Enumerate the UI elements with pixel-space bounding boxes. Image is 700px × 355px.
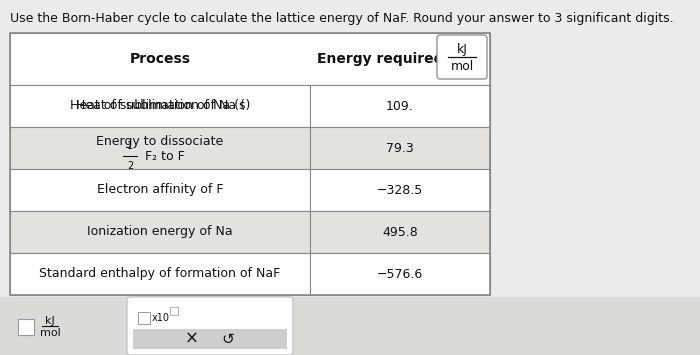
Bar (310, 169, 490, 211)
Bar (138, 312, 150, 324)
Text: mol: mol (40, 328, 60, 338)
FancyBboxPatch shape (437, 35, 487, 79)
Bar (10, 33, 490, 295)
FancyBboxPatch shape (127, 297, 293, 355)
Bar (0, 297, 700, 355)
Text: mol: mol (450, 60, 474, 72)
Text: Use the Born-Haber cycle to calculate the lattice energy of NaF. Round your answ: Use the Born-Haber cycle to calculate th… (10, 12, 673, 25)
Bar (10, 211, 310, 253)
Text: Standard enthalpy of formation of NaF: Standard enthalpy of formation of NaF (39, 268, 281, 280)
Text: −328.5: −328.5 (377, 184, 423, 197)
Bar (10, 33, 490, 85)
Text: Process: Process (130, 52, 190, 66)
Text: −576.6: −576.6 (377, 268, 423, 280)
Text: 109.: 109. (386, 99, 414, 113)
Bar (10, 253, 310, 295)
Text: kJ: kJ (45, 316, 55, 326)
Text: 1: 1 (127, 141, 133, 151)
Bar (310, 253, 490, 295)
Bar (10, 127, 310, 169)
Bar (170, 307, 178, 315)
Text: Energy to dissociate: Energy to dissociate (97, 135, 223, 147)
Text: 79.3: 79.3 (386, 142, 414, 154)
Text: Heat of sublimation of Na (: Heat of sublimation of Na ( (76, 99, 244, 113)
Bar (310, 85, 490, 127)
Text: ×: × (185, 330, 199, 348)
Text: 495.8: 495.8 (382, 225, 418, 239)
Bar (310, 211, 490, 253)
Text: x10: x10 (152, 313, 170, 323)
Text: kJ: kJ (456, 43, 468, 55)
Text: Energy required: Energy required (316, 52, 443, 66)
Text: F₂ to F: F₂ to F (145, 149, 185, 163)
Bar (18, 319, 34, 335)
Bar (10, 169, 310, 211)
Text: Heat of sublimation of Na (s): Heat of sublimation of Na (s) (70, 99, 250, 113)
Text: Electron affinity of F: Electron affinity of F (97, 184, 223, 197)
Text: 2: 2 (127, 161, 133, 171)
Bar (133, 329, 287, 349)
Bar (310, 127, 490, 169)
Text: ↺: ↺ (222, 332, 235, 346)
Text: Ionization energy of Na: Ionization energy of Na (88, 225, 233, 239)
Bar (10, 85, 310, 127)
